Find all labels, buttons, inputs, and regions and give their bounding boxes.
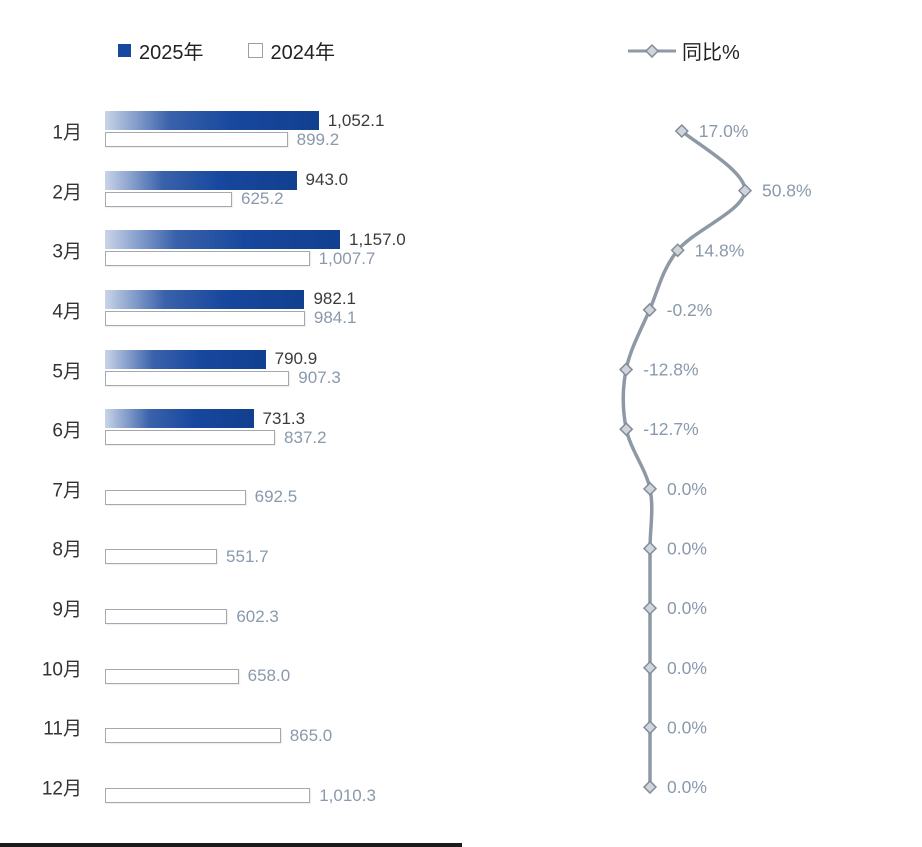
yoy-value-label: 50.8% (762, 181, 812, 201)
month-label: 6月 (52, 420, 82, 442)
legend-swatch-2024-icon (247, 43, 263, 58)
yoy-marker-icon (642, 302, 657, 317)
bar-2025 (105, 230, 340, 250)
yoy-value-label: -0.2% (667, 300, 713, 320)
bar-2024 (105, 728, 281, 744)
month-label: 2月 (52, 182, 82, 204)
yoy-marker-icon (642, 779, 658, 795)
yoy-line-chart: 17.0% 50.8% 14.8% -0.2% -12.8% -12.7% 0.0% 0.0%… (619, 121, 812, 797)
yoy-marker-icon (619, 362, 634, 377)
bar-2025 (105, 349, 266, 369)
month-label: 9月 (52, 599, 82, 621)
yoy-marker-icon (674, 123, 689, 139)
legend-item-yoy: 同比% (628, 36, 740, 65)
bar-2025 (105, 111, 319, 130)
bar-2025-value-label: 943.0 (305, 170, 349, 190)
bottom-divider (0, 843, 462, 847)
legend-item-2025: 2025年 (118, 36, 204, 65)
bar-2025 (105, 409, 254, 429)
bar-2024 (105, 310, 305, 326)
bar-2025-value-label: 982.1 (313, 289, 357, 309)
yoy-value-label: 14.8% (695, 240, 745, 260)
bar-2025-value-label: 731.3 (262, 408, 306, 428)
yoy-value-label: 0.0% (667, 658, 707, 678)
yoy-value-label: -12.7% (643, 419, 698, 439)
bar-2024-value-label: 907.3 (298, 368, 341, 388)
legend-item-2024: 2024年 (247, 36, 336, 65)
legend: 2025年 2024年 (118, 36, 335, 65)
bar-2024-value-label: 865.0 (289, 725, 333, 745)
bar-2024-value-label: 625.2 (240, 189, 284, 209)
yoy-marker-icon (642, 481, 658, 496)
yoy-marker-icon (642, 601, 658, 616)
bar-2025-value-label: 1,052.1 (327, 110, 385, 130)
bar-2024 (105, 370, 290, 386)
bar-2025-value-label: 790.9 (274, 349, 318, 369)
yoy-marker-icon (642, 541, 658, 556)
bar-2025-value-label: 1,157.0 (349, 229, 406, 249)
yoy-value-label: 17.0% (699, 121, 749, 141)
yoy-value-label: 0.0% (667, 538, 707, 558)
bar-2024-value-label: 602.3 (236, 606, 279, 626)
bar-2025 (105, 289, 305, 309)
bar-2024-value-label: 692.5 (254, 487, 298, 507)
bar-2024 (105, 549, 218, 565)
bar-2024 (105, 609, 228, 625)
bar-2024 (105, 132, 288, 147)
yoy-value-label: 0.0% (667, 598, 707, 618)
month-label: 8月 (52, 539, 82, 561)
month-label: 4月 (52, 301, 82, 323)
yoy-value-label: 0.0% (667, 717, 707, 737)
yoy-marker-icon (619, 422, 634, 437)
bar-2024 (105, 668, 239, 684)
legend-label-2024: 2024年 (270, 42, 336, 64)
yoy-value-label: 0.0% (667, 479, 707, 499)
bar-2024-value-label: 658.0 (247, 666, 291, 686)
month-label: 7月 (52, 480, 82, 502)
yoy-marker-icon (737, 183, 753, 198)
month-label: 11月 (43, 718, 82, 740)
bar-2024-value-label: 551.7 (226, 546, 269, 566)
yoy-value-label: -12.8% (643, 360, 698, 380)
yoy-line-marker-icon (628, 43, 676, 58)
yoy-line (621, 129, 747, 787)
bar-2024-value-label: 899.2 (296, 129, 340, 149)
bar-2024-value-label: 837.2 (284, 427, 327, 447)
bar-2025 (105, 170, 297, 190)
bar-2024-value-label: 1,007.7 (318, 248, 376, 268)
month-label: 5月 (52, 361, 82, 383)
yoy-marker-icon (642, 720, 658, 735)
month-label: 10月 (41, 659, 82, 681)
bar-2024 (105, 788, 311, 804)
bar-2024 (105, 430, 276, 446)
month-label: 1月 (52, 122, 82, 144)
legend-label-yoy: 同比% (682, 42, 740, 64)
yoy-marker-icon (670, 243, 685, 258)
month-label: 3月 (52, 241, 82, 263)
legend-label-2025: 2025年 (139, 42, 204, 64)
bar-2024 (105, 191, 232, 207)
yoy-value-label: 0.0% (667, 777, 707, 797)
bar-2024-value-label: 984.1 (313, 308, 357, 328)
bar-2024 (105, 251, 310, 267)
legend-swatch-2025-icon (118, 44, 131, 57)
yoy-marker-icon (642, 660, 658, 675)
month-label: 12月 (41, 778, 82, 800)
bar-2024 (105, 489, 246, 505)
bar-2024-value-label: 1,010.3 (319, 785, 376, 805)
